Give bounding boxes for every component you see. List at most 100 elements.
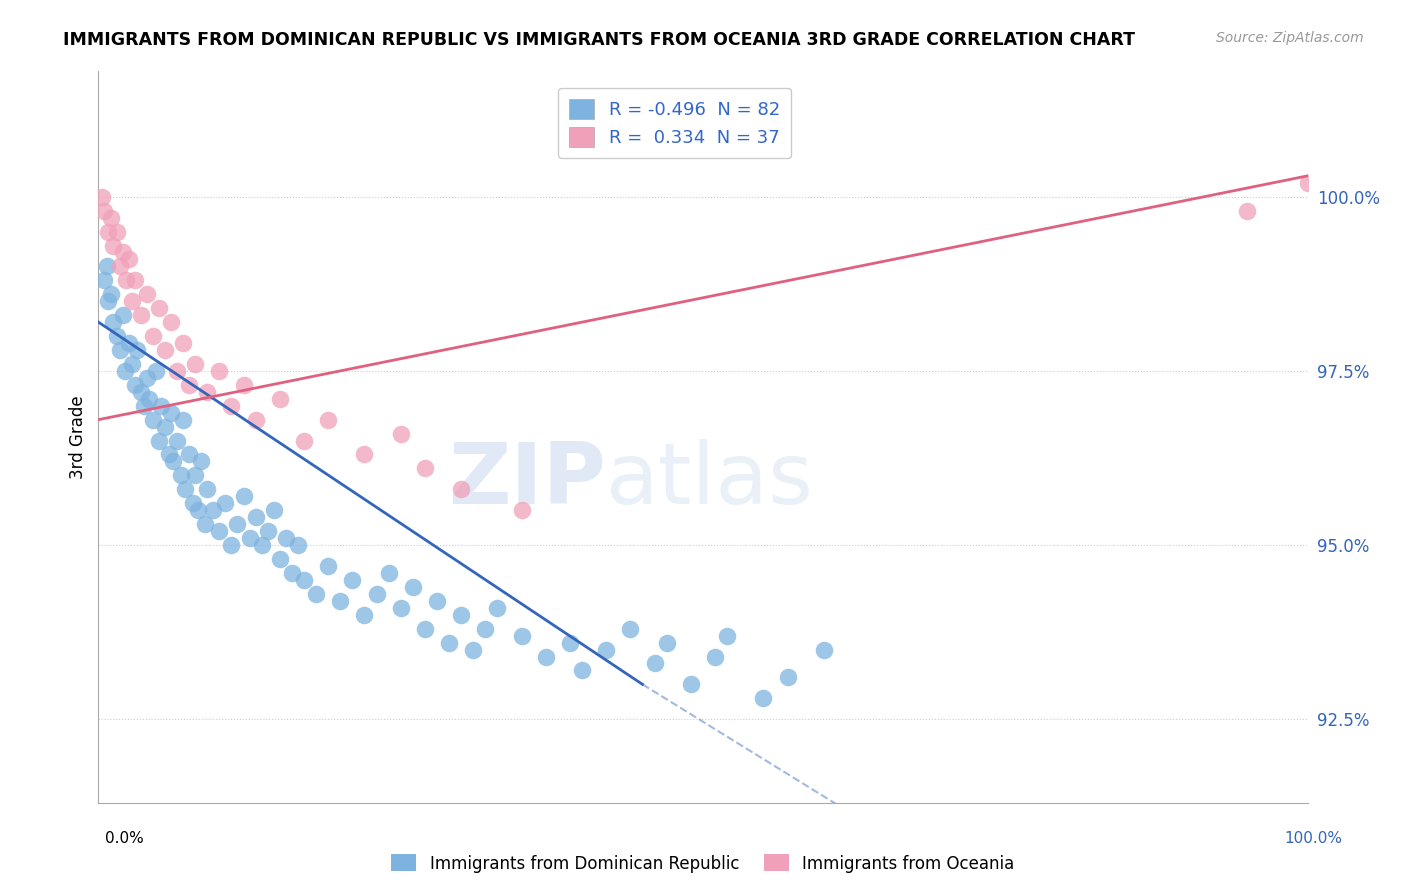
Point <box>195 483 218 497</box>
Point <box>93 203 115 218</box>
Point <box>619 622 641 636</box>
Point <box>463 642 485 657</box>
Point <box>250 538 273 552</box>
Point <box>644 657 666 671</box>
Point <box>426 594 449 608</box>
Point <box>148 301 170 316</box>
Point <box>226 517 249 532</box>
Point <box>208 364 231 378</box>
Point <box>221 538 243 552</box>
Point <box>342 573 364 587</box>
Point <box>402 580 425 594</box>
Point <box>121 294 143 309</box>
Point <box>129 384 152 399</box>
Point <box>100 211 122 225</box>
Point <box>174 483 197 497</box>
Point <box>595 642 617 657</box>
Point <box>101 238 124 252</box>
Point <box>274 531 297 545</box>
Point <box>353 607 375 622</box>
Point <box>93 273 115 287</box>
Point <box>114 364 136 378</box>
Y-axis label: 3rd Grade: 3rd Grade <box>69 395 87 479</box>
Point <box>111 245 134 260</box>
Point <box>121 357 143 371</box>
Point <box>138 392 160 406</box>
Point <box>157 448 180 462</box>
Point <box>100 287 122 301</box>
Point <box>389 600 412 615</box>
Point <box>1296 176 1319 190</box>
Point <box>776 670 799 684</box>
Point <box>232 489 254 503</box>
Point <box>118 252 141 267</box>
Point <box>97 294 120 309</box>
Point <box>510 503 533 517</box>
Point <box>558 635 581 649</box>
Point <box>329 594 352 608</box>
Point <box>366 587 388 601</box>
Legend: Immigrants from Dominican Republic, Immigrants from Oceania: Immigrants from Dominican Republic, Immi… <box>385 847 1021 880</box>
Point <box>96 260 118 274</box>
Point <box>214 496 236 510</box>
Point <box>135 371 157 385</box>
Point <box>510 629 533 643</box>
Point <box>287 538 309 552</box>
Point <box>195 384 218 399</box>
Point <box>160 315 183 329</box>
Point <box>1236 203 1258 218</box>
Text: IMMIGRANTS FROM DOMINICAN REPUBLIC VS IMMIGRANTS FROM OCEANIA 3RD GRADE CORRELAT: IMMIGRANTS FROM DOMINICAN REPUBLIC VS IM… <box>63 31 1135 49</box>
Point <box>150 399 173 413</box>
Point <box>127 343 149 357</box>
Point <box>187 503 209 517</box>
Point <box>105 225 128 239</box>
Point <box>184 468 207 483</box>
Point <box>305 587 328 601</box>
Point <box>148 434 170 448</box>
Point <box>145 364 167 378</box>
Point <box>316 412 339 426</box>
Text: 100.0%: 100.0% <box>1285 831 1343 846</box>
Point <box>474 622 496 636</box>
Point <box>169 468 191 483</box>
Point <box>655 635 678 649</box>
Point <box>91 190 114 204</box>
Text: ZIP: ZIP <box>449 440 606 523</box>
Point <box>239 531 262 545</box>
Point <box>245 510 267 524</box>
Point <box>124 377 146 392</box>
Point <box>172 336 194 351</box>
Point <box>813 642 835 657</box>
Point <box>571 664 593 678</box>
Point <box>716 629 738 643</box>
Point <box>263 503 285 517</box>
Point <box>679 677 702 691</box>
Point <box>316 558 339 573</box>
Point <box>115 273 138 287</box>
Point <box>142 329 165 343</box>
Legend: R = -0.496  N = 82, R =  0.334  N = 37: R = -0.496 N = 82, R = 0.334 N = 37 <box>558 87 790 158</box>
Point <box>118 336 141 351</box>
Text: atlas: atlas <box>606 440 814 523</box>
Point <box>142 412 165 426</box>
Point <box>377 566 399 580</box>
Point <box>153 419 176 434</box>
Point <box>184 357 207 371</box>
Point <box>450 607 472 622</box>
Point <box>97 225 120 239</box>
Point <box>105 329 128 343</box>
Point <box>704 649 727 664</box>
Point <box>111 308 134 322</box>
Point <box>181 496 204 510</box>
Point <box>160 406 183 420</box>
Point <box>256 524 278 538</box>
Text: Source: ZipAtlas.com: Source: ZipAtlas.com <box>1216 31 1364 45</box>
Point <box>166 434 188 448</box>
Point <box>353 448 375 462</box>
Point <box>162 454 184 468</box>
Point <box>166 364 188 378</box>
Point <box>486 600 509 615</box>
Point <box>179 377 201 392</box>
Point <box>172 412 194 426</box>
Point <box>752 691 775 706</box>
